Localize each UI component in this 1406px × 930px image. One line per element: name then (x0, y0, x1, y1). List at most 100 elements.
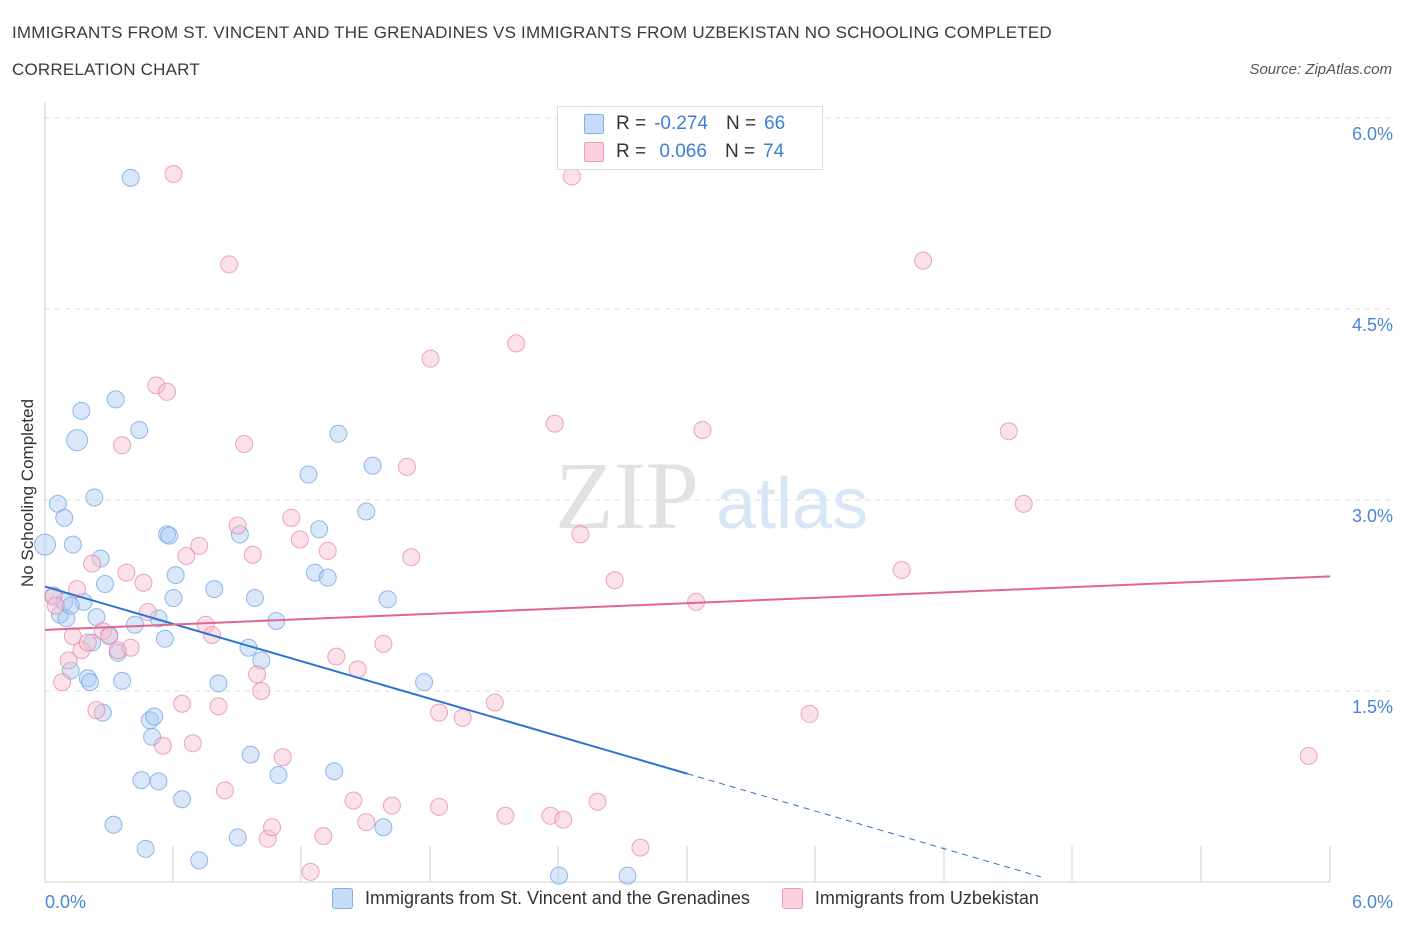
st-vincent-point (149, 772, 168, 791)
source-credit: Source: ZipAtlas.com (1249, 61, 1392, 78)
st-vincent-point (363, 456, 382, 475)
legend-r-label: R = (616, 141, 647, 162)
x-tick-label-right: 6.0% (1352, 892, 1393, 912)
st-vincent-point (357, 502, 376, 521)
st-vincent-point (325, 762, 344, 781)
uzbekistan-point (59, 651, 78, 670)
uzbekistan-point (605, 571, 624, 590)
y-axis-label: No Schooling Completed (18, 399, 37, 587)
uzbekistan-point (999, 422, 1018, 441)
st-vincent-point (95, 575, 114, 594)
st-vincent-point (164, 589, 183, 608)
uzbekistan-point (631, 838, 650, 857)
uzbekistan-point (1299, 746, 1318, 765)
legend-row-uzbekistan: R = 0.066 N = 74 (584, 139, 784, 165)
st-vincent-point (136, 839, 155, 858)
st-vincent-point (85, 488, 104, 507)
st-vincent-point (113, 671, 132, 690)
uzbekistan-point (357, 813, 376, 832)
st-vincent-point (374, 818, 393, 837)
st-vincent-point (83, 633, 102, 652)
st-vincent-point (241, 745, 260, 764)
st-vincent-point (252, 651, 271, 670)
series-legend-label: Immigrants from Uzbekistan (814, 888, 1039, 908)
y-tick-label: 6.0% (1352, 124, 1393, 144)
st-vincent-point (160, 526, 179, 545)
st-vincent-point (205, 580, 224, 599)
st-vincent-point (269, 766, 288, 785)
st-vincent-trend-extension (687, 773, 1042, 878)
st-vincent-point (310, 520, 329, 539)
uzbekistan-point (68, 580, 87, 599)
st-vincent-point (80, 673, 99, 692)
st-vincent-point (132, 771, 151, 790)
legend-n-label: N = (724, 141, 756, 162)
st-vincent-point (329, 424, 348, 443)
uzbekistan-point (46, 596, 65, 615)
series-legend-item-uzbekistan: Immigrants from Uzbekistan (781, 888, 1039, 909)
uzbekistan-point (344, 791, 363, 810)
uzbekistan-point (693, 420, 712, 439)
uzbekistan-point (507, 334, 526, 353)
legend-row-st-vincent: R = -0.274 N = 66 (584, 111, 785, 137)
uzbekistan-point (397, 457, 416, 476)
legend-r-value: -0.274 (654, 113, 708, 134)
series-st-vincent-points (34, 168, 637, 885)
uzbekistan-point (158, 382, 177, 401)
uzbekistan-point (914, 251, 933, 270)
st-vincent-point (618, 866, 637, 885)
legend-r-label: R = (616, 113, 647, 134)
st-vincent-point (550, 866, 568, 885)
uzbekistan-point (173, 694, 192, 713)
uzbekistan-point (430, 797, 449, 816)
y-tick-label: 4.5% (1352, 315, 1393, 335)
uzbekistan-point (485, 693, 504, 712)
uzbekistan-point (220, 255, 239, 274)
st-vincent-point (190, 851, 209, 870)
series-legend: Immigrants from St. Vincent and the Gren… (332, 888, 1071, 909)
uzbekistan-point (301, 862, 320, 881)
uzbekistan-point (87, 701, 106, 720)
uzbekistan-point (571, 525, 590, 544)
uzbekistan-point (382, 796, 401, 815)
uzbekistan-point (430, 703, 449, 722)
uzbekistan-point (183, 734, 202, 753)
uzbekistan-point (800, 704, 819, 723)
uzbekistan-point (209, 697, 228, 716)
uzbekistan-point (421, 349, 440, 368)
uzbekistan-point (1014, 494, 1033, 513)
chart-subtitle: CORRELATION CHART (12, 60, 200, 79)
st-vincent-point (245, 589, 264, 608)
uzbekistan-point (235, 434, 254, 453)
st-vincent-point (166, 566, 185, 585)
watermark-atlas: atlas (716, 464, 868, 544)
series-legend-label: Immigrants from St. Vincent and the Gren… (365, 888, 750, 908)
y-tick-label: 1.5% (1352, 697, 1393, 717)
gridlines (45, 117, 1390, 692)
uzbekistan-point (117, 563, 136, 582)
uzbekistan-point (190, 536, 209, 555)
uzbekistan-trend-line (44, 575, 1331, 631)
uzbekistan-point (215, 781, 234, 800)
st-vincent-point (130, 420, 149, 439)
st-vincent-point (125, 615, 144, 634)
uzbekistan-point (562, 167, 581, 186)
uzbekistan-point (263, 818, 282, 837)
st-vincent-point (155, 629, 174, 648)
uzbekistan-point (72, 641, 91, 660)
uzbekistan-point (273, 748, 292, 767)
uzbekistan-point (78, 633, 97, 652)
uzbekistan-point (327, 647, 346, 666)
zipatlas-watermark: ZIP atlas (555, 442, 868, 549)
uzbekistan-point (248, 665, 267, 684)
st-vincent-point (415, 673, 434, 692)
st-vincent-point (143, 727, 162, 746)
uzbekistan-point (496, 806, 515, 825)
series-legend-swatch-blue (332, 888, 353, 909)
st-vincent-point (318, 568, 337, 587)
uzbekistan-point (588, 792, 607, 811)
uzbekistan-point (314, 827, 333, 846)
st-vincent-point (299, 465, 318, 484)
uzbekistan-point (282, 508, 301, 527)
series-legend-swatch-pink (781, 888, 803, 909)
